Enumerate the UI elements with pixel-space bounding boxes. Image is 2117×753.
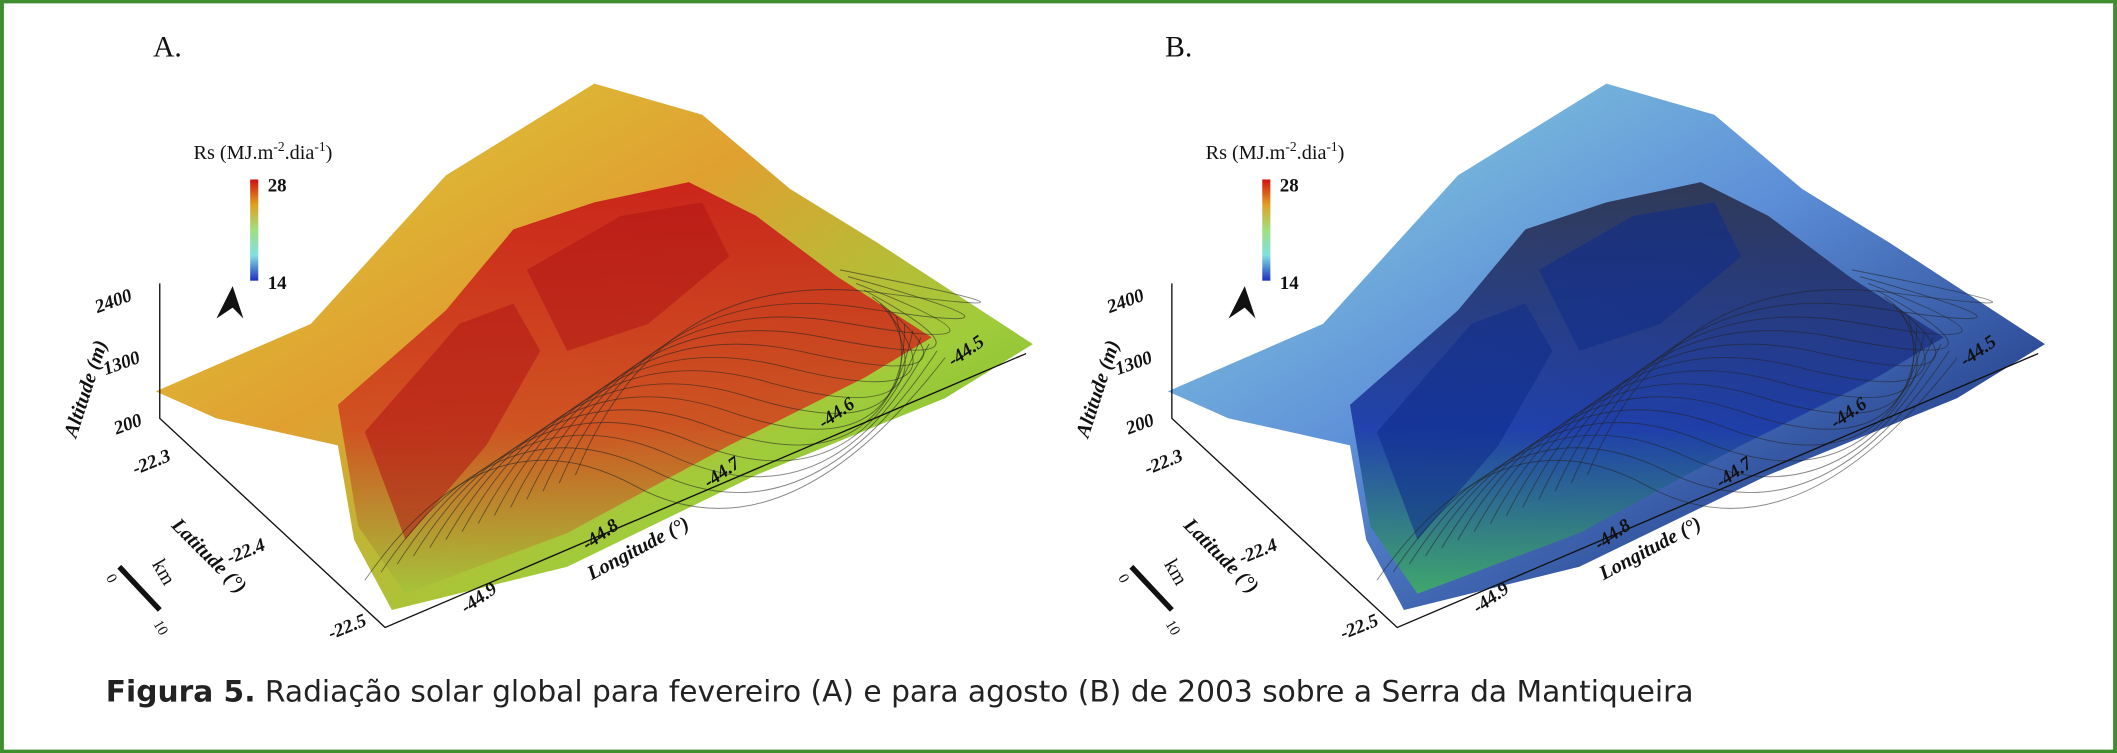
legend-title-part: ): [1338, 142, 1345, 164]
figure: A.Rs (MJ.m-2.dia-1)2814Altitude (m)24001…: [0, 0, 2117, 753]
legend-title-part: ): [326, 142, 333, 164]
panel-label: B.: [1165, 32, 1192, 64]
legend-title-part: .dia: [285, 142, 315, 164]
caption: Figura 5. Radiação solar global para fev…: [106, 674, 1694, 709]
color-bar: [1262, 179, 1270, 280]
legend-title-part: -2: [273, 139, 284, 154]
legend-title-part: Rs (MJ.m: [193, 142, 273, 164]
legend-max: 28: [268, 176, 287, 197]
legend-title-part: -1: [314, 139, 325, 154]
legend-min: 14: [1280, 273, 1299, 294]
color-bar: [250, 179, 258, 280]
legend-max: 28: [1280, 176, 1299, 197]
legend-title: Rs (MJ.m-2.dia-1): [193, 139, 332, 164]
legend-min: 14: [268, 273, 287, 294]
caption-label: Figura 5.: [106, 674, 256, 709]
legend-title-part: -1: [1326, 139, 1337, 154]
panel-label: A.: [153, 32, 182, 64]
legend-title-part: Rs (MJ.m: [1206, 142, 1286, 164]
legend-title-part: -2: [1285, 139, 1296, 154]
legend-title: Rs (MJ.m-2.dia-1): [1206, 139, 1345, 164]
caption-text: Radiação solar global para fevereiro (A)…: [255, 674, 1693, 709]
legend-title-part: .dia: [1297, 142, 1327, 164]
